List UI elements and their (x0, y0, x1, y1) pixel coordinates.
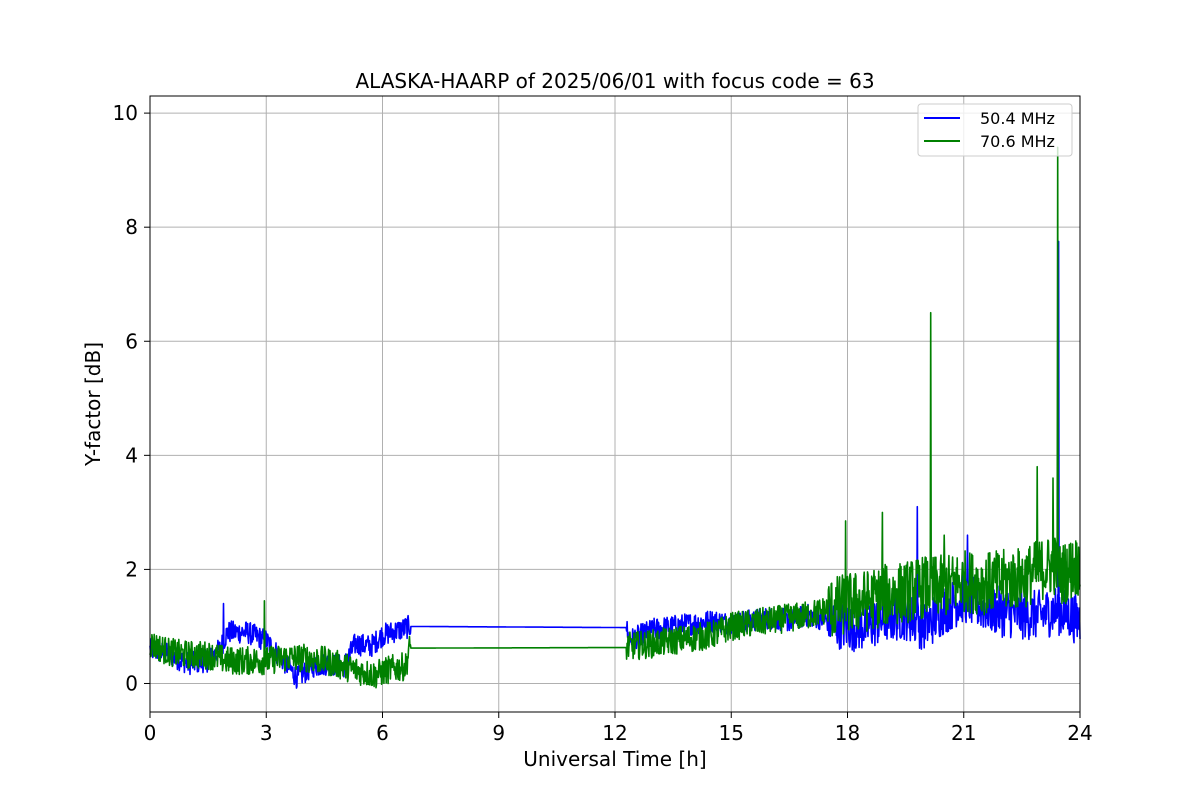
x-tick-label: 9 (492, 721, 505, 745)
x-tick-label: 21 (951, 721, 976, 745)
legend-label-70mhz: 70.6 MHz (980, 132, 1055, 151)
series-line-1 (149, 146, 1081, 689)
y-axis-label: Y-factor [dB] (81, 342, 105, 467)
x-tick-label: 18 (835, 721, 860, 745)
chart-title: ALASKA-HAARP of 2025/06/01 with focus co… (355, 69, 874, 93)
y-tick-label: 6 (125, 329, 138, 353)
y-tick-label: 4 (125, 443, 138, 467)
y-tick-label: 2 (125, 557, 138, 581)
grid (149, 96, 1081, 712)
x-axis-label: Universal Time [h] (523, 747, 706, 771)
x-tick-label: 0 (144, 721, 157, 745)
x-tick-label: 6 (376, 721, 389, 745)
y-tick-label: 8 (125, 215, 138, 239)
x-tick-label: 3 (260, 721, 273, 745)
x-tick-label: 15 (719, 721, 744, 745)
x-tick-label: 12 (602, 721, 627, 745)
series-layer (149, 146, 1081, 689)
legend-label-50mhz: 50.4 MHz (980, 109, 1055, 128)
legend: 50.4 MHz 70.6 MHz (917, 103, 1073, 157)
y-tick-label: 0 (125, 671, 138, 695)
x-tick-label: 24 (1067, 721, 1092, 745)
y-tick-label: 10 (113, 101, 138, 125)
series-line-0 (149, 240, 1081, 689)
